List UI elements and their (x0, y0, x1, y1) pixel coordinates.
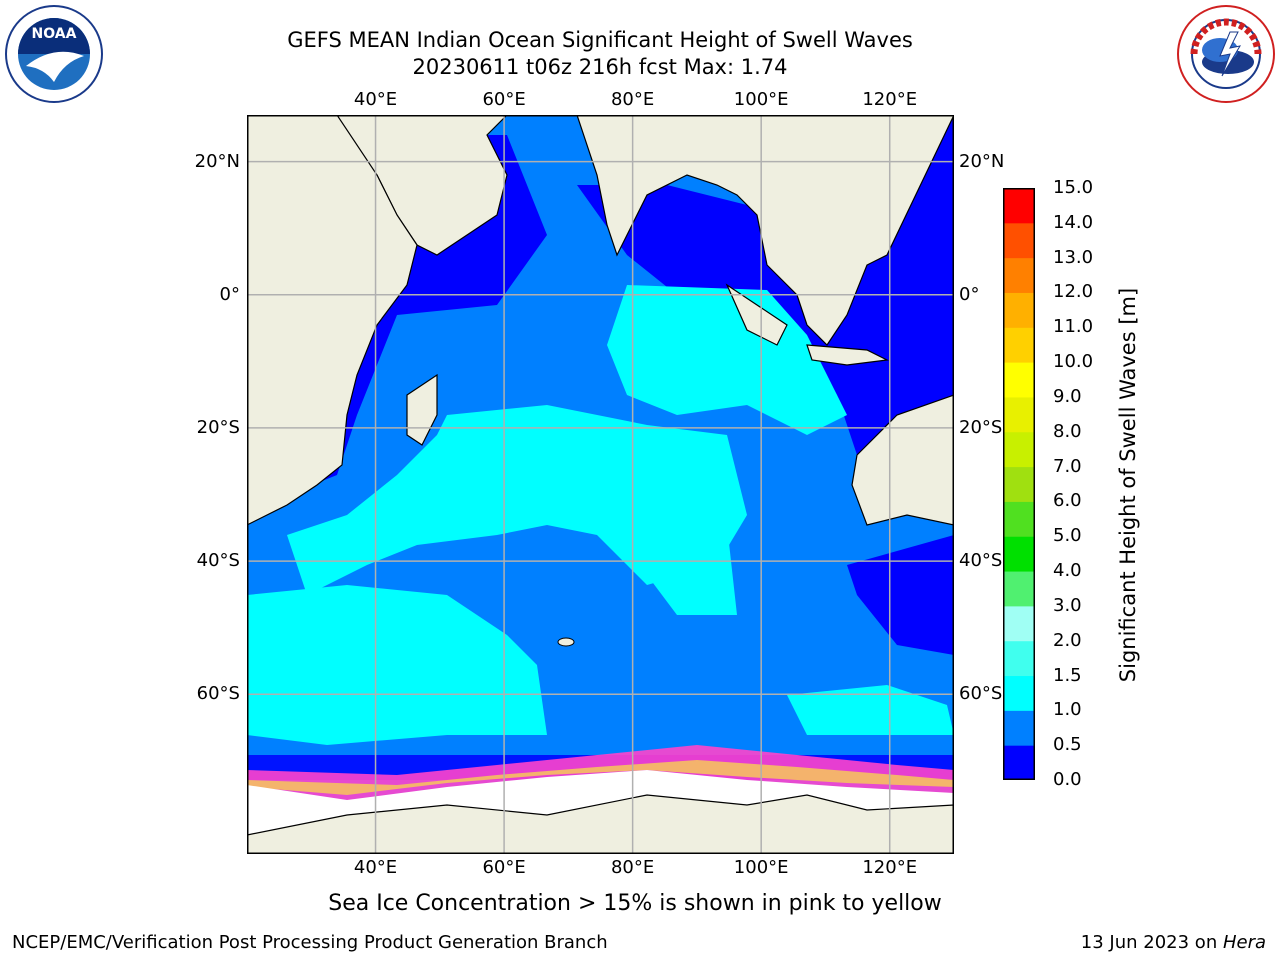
lat-label-left: 20°S (196, 416, 240, 438)
svg-text:NOAA: NOAA (32, 26, 77, 42)
colorbar-tick: 6.0 (1053, 490, 1082, 512)
colorbar-tick: 8.0 (1053, 420, 1082, 442)
colorbar-segment (1003, 675, 1035, 711)
lon-label-bottom: 100°E (733, 857, 789, 878)
lat-label-left: 20°N (194, 150, 240, 172)
colorbar-segment (1003, 431, 1035, 468)
datestamp-text: 13 Jun 2023 on (1080, 932, 1223, 953)
land-kerguelen (557, 637, 575, 647)
land-africa (247, 115, 418, 526)
colorbar-segment (1003, 710, 1035, 746)
lat-label-left: 0° (219, 283, 240, 305)
colorbar-tick: 4.0 (1053, 560, 1082, 582)
colorbar-segment (1003, 571, 1035, 607)
swell-high-south-central (647, 515, 737, 615)
colorbar-segment (1003, 222, 1035, 259)
colorbar-tick: 0.5 (1053, 734, 1082, 756)
land-antarctica (247, 794, 954, 854)
colorbar-border (1003, 188, 1035, 780)
colorbar-label: Significant Height of Swell Waves [m] (1116, 287, 1140, 683)
credit-line: NCEP/EMC/Verification Post Processing Pr… (12, 932, 608, 953)
colorbar-segment (1003, 292, 1035, 328)
colorbar-tick: 3.0 (1053, 594, 1082, 616)
colorbar-segment (1003, 362, 1035, 398)
sea-ice-yellow-band (247, 760, 954, 795)
colorbar-tick: 12.0 (1053, 281, 1094, 303)
colorbar-segment (1003, 396, 1035, 433)
lat-label-right: 20°N (959, 150, 1005, 172)
lon-label-bottom: 120°E (862, 857, 918, 878)
colorbar-segment (1003, 466, 1035, 502)
sea-ice-note: Sea Ice Concentration > 15% is shown in … (328, 891, 942, 916)
colorbar-segment (1003, 188, 1035, 224)
swell-high-central (607, 285, 847, 435)
lat-label-right: 20°S (959, 416, 1003, 438)
colorbar-tick: 13.0 (1053, 246, 1094, 268)
colorbar-tick: 1.5 (1053, 664, 1082, 686)
chart-title: GEFS MEAN Indian Ocean Significant Heigh… (287, 28, 913, 52)
lon-label-bottom: 60°E (482, 857, 526, 878)
colorbar-tick: 1.0 (1053, 699, 1082, 721)
lon-label-top: 40°E (353, 89, 398, 110)
colorbar-tick: 0.0 (1053, 769, 1082, 790)
map-border (247, 115, 954, 854)
chart-subtitle: 20230611 t06z 216h fcst Max: 1.74 (412, 55, 788, 79)
swell-high-south (247, 585, 547, 745)
colorbar-segment (1003, 745, 1035, 780)
colorbar-tick: 9.0 (1053, 385, 1082, 407)
lon-label-top: 120°E (862, 89, 918, 110)
land-sumatra (725, 283, 788, 346)
lon-label-top: 100°E (733, 89, 789, 110)
swell-low-southeast (847, 535, 954, 655)
colorbar-segment (1003, 327, 1035, 363)
lat-label-right: 40°S (959, 550, 1003, 572)
colorbar-tick: 14.0 (1053, 211, 1094, 233)
colorbar-tick: 11.0 (1053, 316, 1094, 338)
lon-label-top: 80°E (610, 89, 655, 110)
lon-label-bottom: 80°E (610, 857, 655, 878)
lat-label-left: 60°S (196, 683, 240, 705)
colorbar-tick: 5.0 (1053, 525, 1082, 547)
land-java (806, 344, 890, 366)
colorbar-segment (1003, 501, 1035, 537)
lat-label-right: 0° (959, 283, 980, 305)
national-weather-service-logo (1177, 5, 1275, 103)
lat-label-left: 40°S (196, 550, 240, 572)
colorbar (1003, 188, 1035, 780)
colorbar-tick: 2.0 (1053, 629, 1082, 651)
swell-high-southeast-patch (787, 685, 954, 735)
datestamp: 13 Jun 2023 on Hera (1081, 932, 1266, 954)
lon-label-top: 60°E (482, 89, 526, 110)
noaa-logo: NOAA (5, 5, 103, 103)
colorbar-tick: 10.0 (1053, 351, 1094, 373)
colorbar-segment (1003, 605, 1035, 642)
colorbar-tick: 15.0 (1053, 177, 1094, 198)
lat-label-right: 60°S (959, 683, 1003, 705)
graticule (247, 115, 954, 854)
colorbar-tick: 7.0 (1053, 455, 1082, 477)
map-panel (247, 115, 954, 854)
colorbar-segment (1003, 257, 1035, 293)
lon-label-bottom: 40°E (353, 857, 398, 878)
colorbar-segment (1003, 536, 1035, 572)
colorbar-segment (1003, 640, 1035, 677)
datestamp-system: Hera (1222, 932, 1266, 953)
